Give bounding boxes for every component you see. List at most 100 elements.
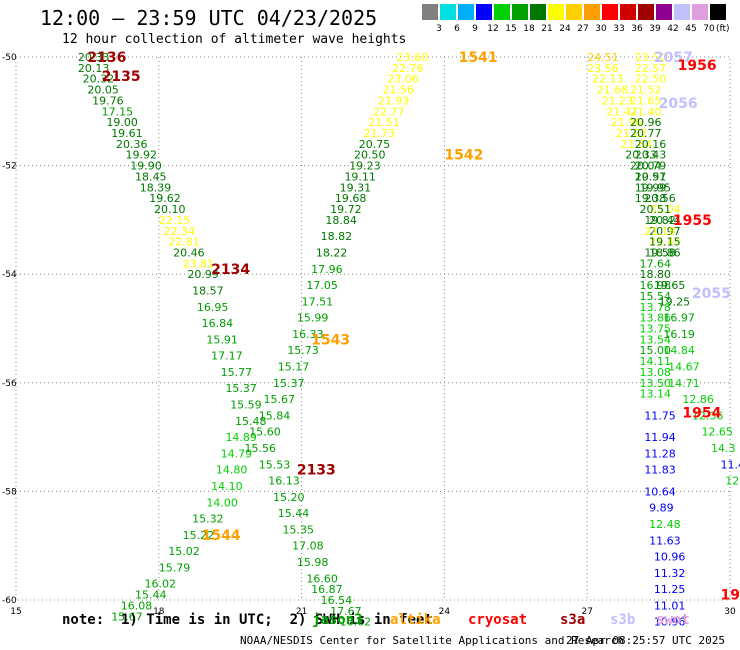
- pass-time-label: 2134: [211, 262, 250, 278]
- altika-swh-label: 15.35: [283, 523, 315, 536]
- jason3-swh-label: 15.79: [159, 561, 191, 574]
- altika-swh-label: 19.72: [330, 203, 362, 216]
- color-scale-label: 12: [487, 24, 499, 34]
- jason3-swh-label: 18.45: [135, 170, 167, 183]
- altika-swh-label: 16.87: [311, 583, 343, 596]
- map-border: [15, 56, 731, 601]
- cryosat-swh-label: 15.54: [640, 290, 672, 303]
- s3b-swh-label: 11.4: [720, 458, 740, 471]
- altika-swh-label: 18.22: [316, 246, 348, 259]
- s3b-swh-label: 19.38: [635, 192, 667, 205]
- y-tick-label: -52: [2, 162, 17, 172]
- time-labels: 2136 2135 2134 2133 1541 1542 1543 1544 2057 2056…: [87, 50, 740, 604]
- altika-swh-label: 22.77: [373, 105, 405, 118]
- color-swatch: [530, 4, 546, 20]
- cryosat-swh-label: 21.23: [601, 94, 633, 107]
- altika-swh-label: 16.33: [292, 328, 324, 341]
- altika-swh-label: 15.99: [297, 312, 329, 325]
- altika-swh-label: 15.84: [259, 409, 291, 422]
- altika-swh-label: 21.93: [378, 94, 410, 107]
- pass-time-label: 195: [720, 588, 740, 604]
- jason3-swh-label: 20.32: [83, 73, 115, 86]
- y-tick-label: -58: [2, 487, 17, 497]
- altika-swh-label: 23.60: [397, 51, 429, 64]
- altika-swh-label: 20.50: [354, 149, 386, 162]
- s3b-swh-label: 19.97: [635, 170, 667, 183]
- color-scale-label: 42: [667, 24, 679, 34]
- color-swatch: [512, 4, 528, 20]
- altika-swh-label: 16.54: [321, 594, 353, 607]
- jason3-swh-label: 15.48: [235, 415, 267, 428]
- s3b-swh-label: 20.77: [630, 127, 662, 140]
- cryosat-swh-label: 10.96: [654, 551, 686, 564]
- color-swatch: [602, 4, 618, 20]
- jason3-swh-label: 15.02: [168, 545, 200, 558]
- jason3-swh-label: 15.67: [111, 610, 143, 623]
- altika-swh-label: 15.17: [278, 361, 310, 374]
- cryosat-swh-label: 19.95: [640, 181, 672, 194]
- color-scale-label: 24: [559, 24, 571, 34]
- altika-swh-label: 16.62: [340, 616, 372, 629]
- jason3-swh-label: 15.91: [206, 333, 238, 346]
- altika-swh-label: 18.82: [321, 230, 353, 243]
- cryosat-swh-label: 9.89: [649, 502, 674, 515]
- jason3-swh-label: 17.15: [102, 105, 133, 118]
- color-scale-unit: (ft): [716, 24, 730, 34]
- s3b-swh-label: 19.15: [649, 236, 681, 249]
- jason3-swh-label: 15.32: [192, 513, 224, 526]
- color-scale-label: 70: [703, 24, 715, 34]
- s3b-swh-label: 20.96: [630, 116, 662, 129]
- cryosat-swh-label: 20.33: [625, 149, 657, 162]
- color-scale-label: 6: [454, 24, 460, 34]
- jason3-swh-label: 15.37: [225, 382, 257, 395]
- legend-item-swot: swot: [656, 612, 690, 628]
- map-grid: [16, 57, 730, 600]
- legend-item-jason3: jason3: [312, 612, 363, 628]
- jason3-swh-label: 15.77: [221, 366, 253, 379]
- color-swatch: [656, 4, 672, 20]
- cryosat-swh-label: 13.08: [640, 366, 672, 379]
- pass-time-label: 1543: [311, 332, 350, 348]
- footer-timestamp: 27 Apr 08:25:57 UTC 2025: [566, 634, 725, 647]
- color-swatch: [476, 4, 492, 20]
- color-scale-label: 9: [472, 24, 478, 34]
- jason3-swh-label: 14.00: [206, 496, 238, 509]
- color-scale-label: 27: [577, 24, 589, 34]
- cryosat-swh-label: 21.84: [621, 138, 653, 151]
- color-swatch: [548, 4, 564, 20]
- cryosat-swh-label: 12.48: [649, 518, 681, 531]
- color-swatch: [692, 4, 708, 20]
- jason3-swh-label: 19.90: [130, 160, 162, 173]
- cryosat-swh-label: 21.48: [649, 236, 681, 249]
- altika-swh-label: 19.31: [340, 181, 372, 194]
- jason3-swh-label: 20.36: [116, 138, 147, 151]
- altika-swh-label: 23.06: [387, 73, 419, 86]
- s3b-swh-label: 14.67: [668, 361, 700, 374]
- jason3-swh-label: 20.99: [187, 268, 219, 281]
- color-scale-label: 3: [436, 24, 442, 34]
- cryosat-swh-label: 21.96: [611, 116, 643, 129]
- altika-swh-label: 21.73: [363, 127, 395, 140]
- altika-swh-label: 21.56: [383, 84, 415, 97]
- cryosat-swh-label: 21.47: [606, 105, 638, 118]
- cryosat-swh-label: 11.94: [644, 431, 676, 444]
- page-title: 12:00 — 23:59 UTC 04/23/2025: [40, 6, 378, 30]
- altika-swh-label: 15.73: [287, 344, 319, 357]
- altika-swh-label: 17.67: [330, 605, 362, 618]
- altika-swh-label: 19.23: [349, 160, 381, 173]
- jason3-swh-label: 17.17: [211, 350, 243, 363]
- altika-swh-label: 19.68: [335, 192, 367, 205]
- pass-time-label: 2056: [659, 96, 698, 112]
- s3b-swh-label: 12.86: [682, 393, 714, 406]
- y-tick-label: -56: [2, 379, 17, 389]
- s3b-swh-label: 12: [725, 475, 739, 488]
- color-scale-label: 30: [595, 24, 607, 34]
- s3b-swh-label: 19.99: [635, 181, 667, 194]
- cryosat-swh-label: 19.58: [644, 246, 676, 259]
- map-frame: [15, 56, 731, 601]
- jason3-swh-label: 16.95: [197, 301, 229, 314]
- color-swatch: [584, 4, 600, 20]
- pass-time-label: 2057: [654, 50, 693, 66]
- axis-ticks: 15 18 21 24 27 30 -50 -52 -54 -56 -58 -60: [2, 53, 736, 617]
